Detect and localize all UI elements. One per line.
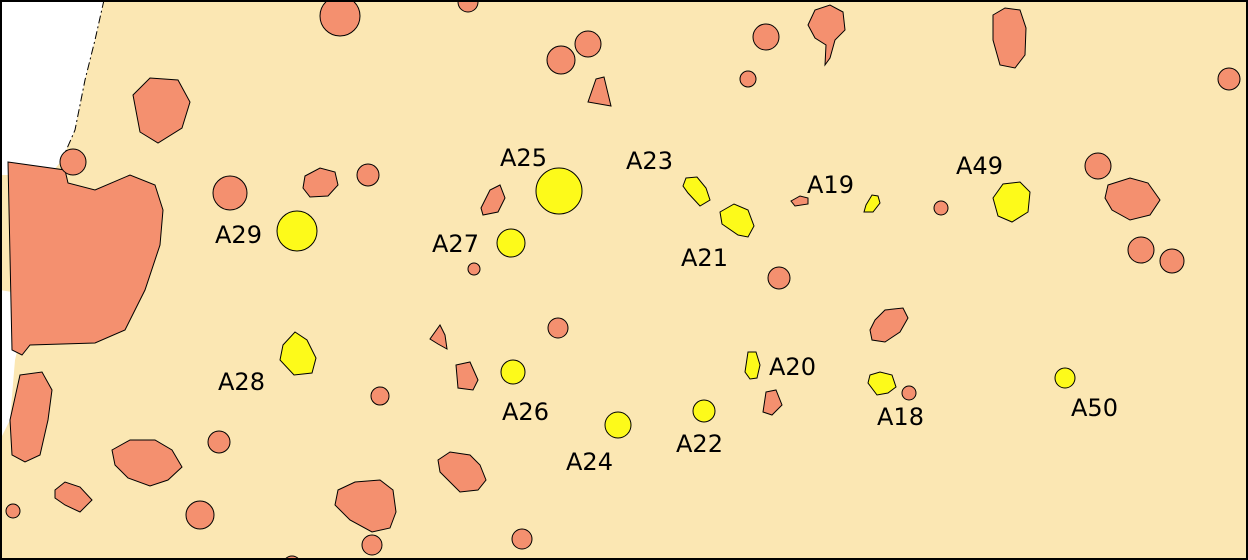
label-A23: A23: [626, 147, 673, 175]
boundary-line: [61, 0, 105, 161]
feature-A25[interactable]: [535, 167, 583, 215]
feature-circle[interactable]: [574, 30, 602, 58]
feature-A21[interactable]: [719, 203, 755, 238]
unselected-features: [5, 0, 1241, 560]
feature-labels: A18 A19 A20 A21 A22 A23 A24 A25 A26 A27 …: [215, 144, 1118, 476]
feature-polygon[interactable]: [132, 77, 191, 144]
feature-circle[interactable]: [207, 430, 231, 454]
feature-circle[interactable]: [752, 23, 780, 51]
feature-A24[interactable]: [604, 411, 632, 439]
feature-circle[interactable]: [1127, 236, 1155, 264]
feature-polygon[interactable]: [480, 184, 506, 216]
feature-polygon[interactable]: [1104, 177, 1161, 221]
feature-polygon[interactable]: [455, 361, 479, 391]
feature-circle[interactable]: [1159, 248, 1185, 274]
feature-A18[interactable]: [867, 371, 897, 396]
feature-polygon[interactable]: [111, 439, 183, 487]
feature-circle[interactable]: [1217, 67, 1241, 91]
feature-A27[interactable]: [496, 228, 526, 258]
feature-circle[interactable]: [319, 0, 361, 37]
feature-A29[interactable]: [276, 210, 318, 252]
feature-A19[interactable]: [863, 194, 881, 213]
label-A25: A25: [500, 144, 547, 172]
feature-circle[interactable]: [59, 148, 87, 176]
feature-circle[interactable]: [185, 500, 215, 530]
feature-circle[interactable]: [467, 262, 481, 276]
feature-A22[interactable]: [692, 399, 716, 423]
feature-large-left[interactable]: [7, 161, 164, 356]
label-A18: A18: [877, 403, 924, 431]
label-A22: A22: [676, 430, 723, 458]
feature-polygon[interactable]: [429, 324, 448, 350]
feature-circle[interactable]: [370, 386, 390, 406]
feature-A23[interactable]: [682, 176, 711, 207]
label-A29: A29: [215, 221, 262, 249]
feature-circle[interactable]: [933, 200, 949, 216]
feature-circle[interactable]: [5, 503, 21, 519]
label-A20: A20: [769, 353, 816, 381]
label-A27: A27: [432, 230, 479, 258]
feature-polygon[interactable]: [762, 389, 783, 416]
selected-features: [276, 167, 1076, 439]
feature-circle[interactable]: [361, 534, 383, 556]
feature-circle[interactable]: [739, 70, 757, 88]
feature-circle[interactable]: [767, 266, 791, 290]
feature-polygon[interactable]: [790, 195, 809, 207]
feature-circle[interactable]: [1084, 152, 1112, 180]
feature-polygon[interactable]: [869, 307, 909, 343]
feature-polygon[interactable]: [437, 451, 487, 493]
feature-A26[interactable]: [500, 359, 526, 385]
feature-left-strip[interactable]: [9, 371, 53, 463]
feature-polygon[interactable]: [302, 167, 339, 198]
feature-circle[interactable]: [547, 317, 569, 339]
feature-polygon[interactable]: [807, 4, 846, 67]
feature-A49[interactable]: [992, 181, 1031, 223]
label-A24: A24: [566, 448, 613, 476]
feature-polygon[interactable]: [54, 481, 93, 513]
feature-circle[interactable]: [901, 385, 917, 401]
label-A21: A21: [681, 244, 728, 272]
feature-circle[interactable]: [546, 45, 576, 75]
feature-polygon[interactable]: [334, 479, 397, 533]
feature-A20[interactable]: [744, 351, 761, 380]
feature-polygon[interactable]: [992, 7, 1027, 69]
label-A28: A28: [218, 368, 265, 396]
label-A50: A50: [1071, 394, 1118, 422]
feature-A50[interactable]: [1054, 367, 1076, 389]
feature-A28[interactable]: [279, 331, 317, 376]
outside-area-top: [0, 0, 104, 175]
feature-circle[interactable]: [511, 528, 533, 550]
feature-polygon[interactable]: [587, 76, 612, 107]
label-A19: A19: [807, 171, 854, 199]
feature-circle[interactable]: [212, 175, 248, 211]
feature-circle[interactable]: [356, 163, 380, 187]
label-A49: A49: [956, 152, 1003, 180]
label-A26: A26: [502, 398, 549, 426]
